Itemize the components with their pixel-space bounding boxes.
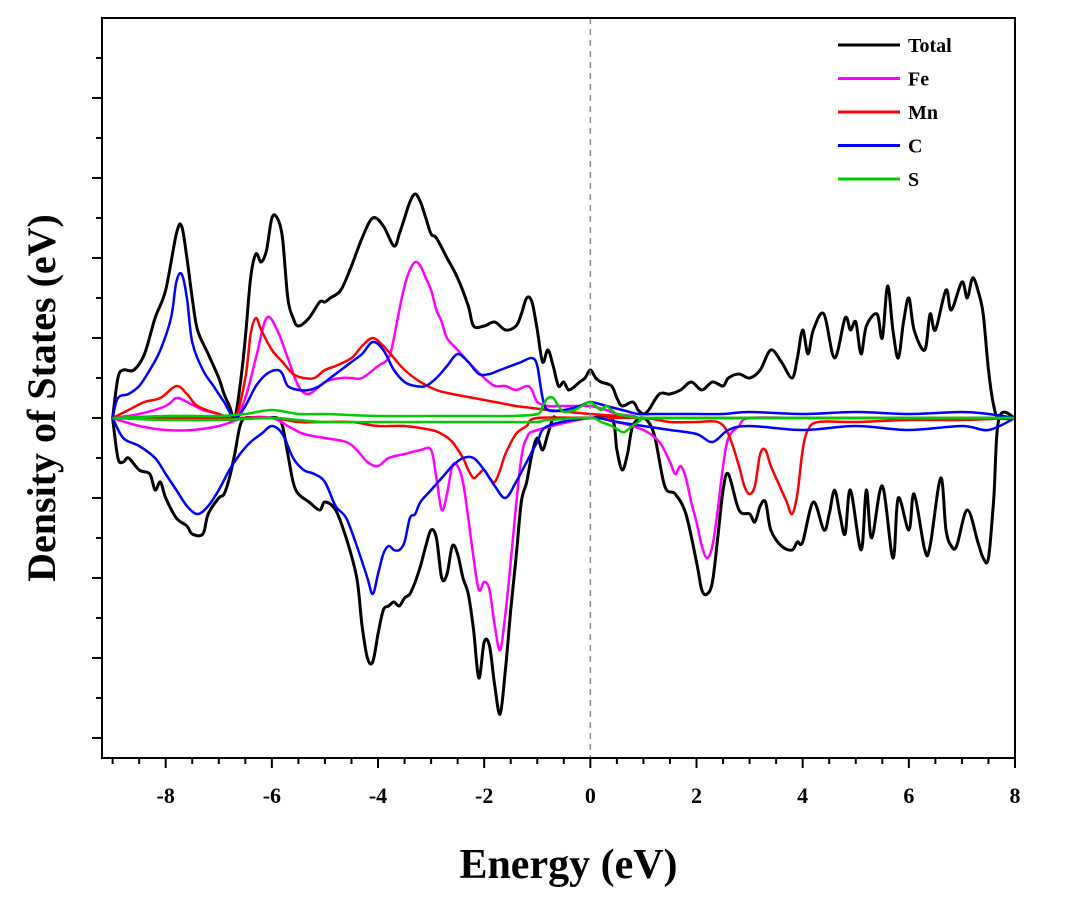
legend: Total Fe Mn CS <box>838 35 952 191</box>
legend-label-mn: Mn <box>908 102 938 124</box>
x-tick-label: 4 <box>797 783 808 808</box>
x-tick-label: -8 <box>157 783 175 808</box>
series-fe-down <box>112 415 1015 652</box>
x-tick-label: -2 <box>475 783 493 808</box>
x-tick-label: -6 <box>263 783 281 808</box>
curves-layer <box>111 192 1016 716</box>
series-s-down <box>112 416 1015 434</box>
axis-ticks <box>92 57 1016 768</box>
x-tick-label: 6 <box>903 783 914 808</box>
series-c-up <box>111 271 1016 420</box>
legend-label-total: Total <box>908 35 952 57</box>
legend-label-c: C <box>908 136 922 158</box>
x-axis-title: Energy (eV) <box>459 842 677 888</box>
x-tick-label: 2 <box>691 783 702 808</box>
legend-label-s: S <box>908 169 919 191</box>
series-mn-down <box>112 416 1016 516</box>
y-axis-title: Density of States (eV) <box>19 214 64 582</box>
legend-label-fe: Fe <box>908 69 929 91</box>
plot-frame <box>101 17 1016 759</box>
x-tick-label: 0 <box>585 783 596 808</box>
series-total-up <box>111 192 1016 421</box>
x-tick-labels: -8 -6 -4 -2 0 2 4 6 8 <box>157 783 1021 808</box>
x-tick-label: -4 <box>369 783 387 808</box>
x-tick-label: 8 <box>1010 783 1021 808</box>
series-c-down <box>111 416 1016 596</box>
